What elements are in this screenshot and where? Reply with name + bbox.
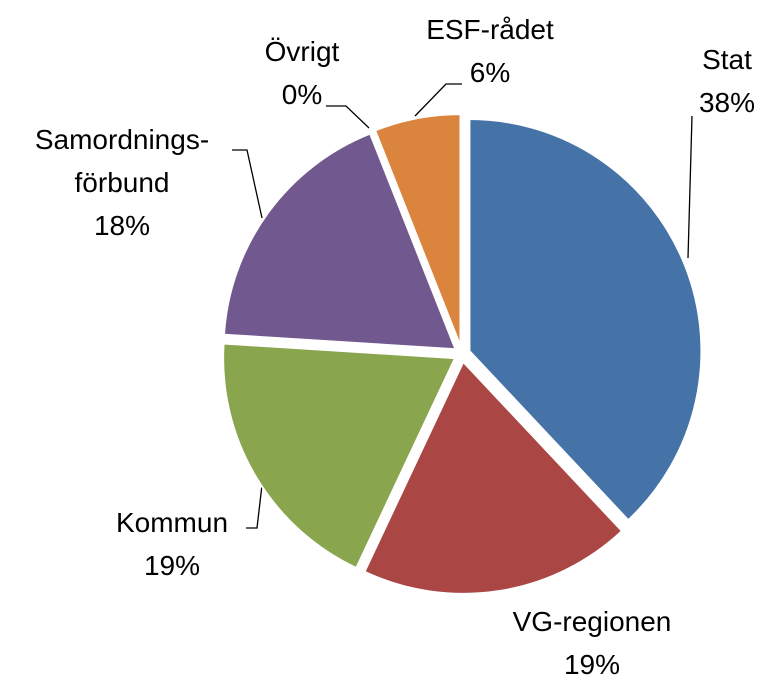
pie-slice bbox=[468, 118, 703, 522]
slice-label: Stat 38% bbox=[647, 38, 761, 124]
pie-slice bbox=[222, 342, 457, 570]
category-name: Stat bbox=[702, 44, 752, 75]
leader-line bbox=[246, 484, 263, 529]
leader-line bbox=[232, 149, 263, 219]
slice-label: Kommun 19% bbox=[72, 501, 272, 587]
pie-slice bbox=[373, 113, 462, 347]
slice-label: Samordnings-förbund 18% bbox=[7, 118, 237, 247]
value-label: 38% bbox=[698, 87, 756, 118]
leader-line bbox=[326, 105, 370, 129]
slice-label: Övrigt 0% bbox=[222, 30, 382, 116]
pie-slice bbox=[372, 130, 461, 348]
pie-slice bbox=[222, 132, 458, 351]
leader-line bbox=[687, 115, 693, 259]
category-name: Övrigt bbox=[264, 36, 340, 67]
slice-label: ESF-rådet 6% bbox=[390, 8, 590, 94]
value-label: 19% bbox=[563, 649, 621, 680]
value-label: 6% bbox=[469, 57, 511, 88]
pie-slice bbox=[363, 360, 624, 595]
value-label: 0% bbox=[281, 79, 323, 110]
category-name: Kommun bbox=[115, 507, 229, 538]
category-name: Samordnings-förbund bbox=[34, 124, 210, 198]
category-name: ESF-rådet bbox=[426, 14, 554, 45]
value-label: 19% bbox=[143, 550, 201, 581]
leader-line bbox=[414, 83, 462, 117]
category-name: VG-regionen bbox=[512, 606, 672, 637]
value-label: 18% bbox=[93, 210, 151, 241]
slice-label: VG-regionen 19% bbox=[462, 600, 722, 681]
